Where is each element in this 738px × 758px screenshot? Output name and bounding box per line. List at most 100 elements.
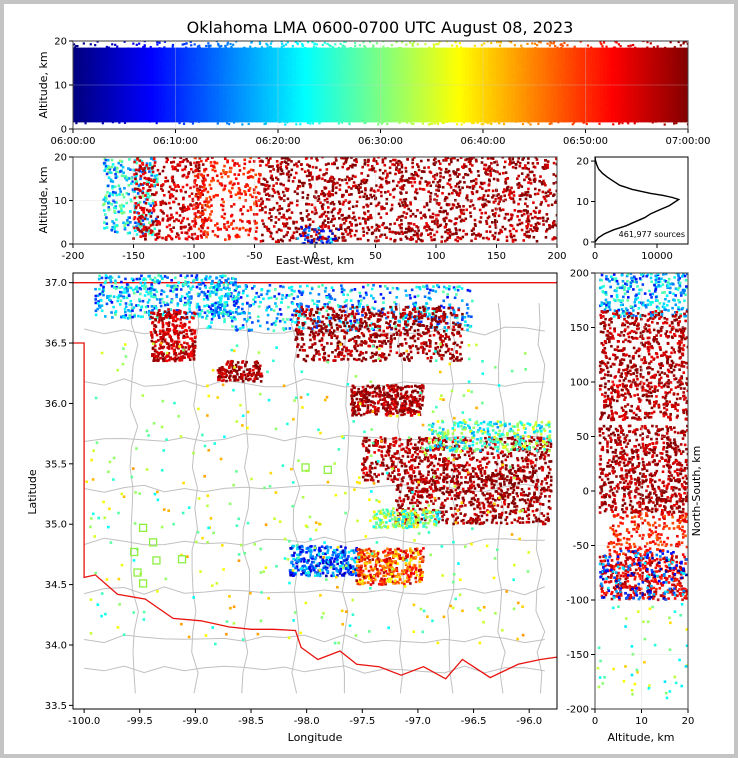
vhf-source-point [519,48,523,52]
vhf-source-point [239,48,242,52]
vhf-source-point [320,62,323,65]
vhf-source-point [177,105,180,108]
vhf-source-point [374,48,377,51]
vhf-source-point [663,62,666,65]
vhf-source-point [632,67,635,70]
vhf-source-point [627,55,630,58]
vhf-source-point [397,160,401,163]
vhf-source-point [506,212,510,216]
vhf-source-point [148,194,152,198]
vhf-source-point [619,118,622,121]
vhf-source-point [348,231,352,235]
vhf-source-point [108,194,111,198]
vhf-source-point [555,213,557,217]
vhf-source-point [426,71,430,74]
vhf-source-point [178,85,181,88]
vhf-source-point [541,118,544,121]
vhf-source-point [553,78,556,81]
vhf-source-point [104,199,107,203]
vhf-source-point [209,44,212,47]
vhf-source-point [430,79,434,82]
vhf-source-point [474,178,478,181]
vhf-source-point [282,44,285,47]
vhf-source-point [533,187,537,191]
vhf-source-point [633,69,636,73]
vhf-source-point [356,237,360,241]
vhf-source-point [232,219,235,223]
vhf-source-point [573,79,576,82]
vhf-source-point [263,117,266,121]
vhf-source-point [278,207,281,211]
vhf-source-point [486,107,489,111]
vhf-source-point [119,170,122,173]
vhf-source-point [242,166,246,170]
vhf-source-point [326,210,330,214]
vhf-source-point [113,200,117,204]
vhf-source-point [377,55,380,59]
vhf-source-point [181,185,185,189]
vhf-source-point [223,226,227,230]
vhf-source-point [265,180,269,184]
vhf-source-point [561,88,564,91]
vhf-source-point [508,157,511,161]
vhf-source-point [474,98,477,101]
vhf-source-point [501,93,504,96]
vhf-source-point [309,94,313,97]
vhf-source-point [361,81,364,84]
vhf-source-point [196,176,200,179]
vhf-source-point [323,210,327,214]
vhf-source-point [504,212,508,216]
vhf-source-point [363,44,366,48]
vhf-source-point [295,114,299,117]
vhf-source-point [531,77,535,80]
vhf-source-point [123,53,126,56]
vhf-source-point [361,65,364,68]
vhf-source-point [522,209,526,212]
vhf-source-point [595,78,598,81]
vhf-source-point [273,191,277,194]
vhf-source-point [495,194,499,197]
vhf-source-point [280,59,283,62]
vhf-source-point [311,116,314,119]
vhf-source-point [363,217,367,221]
vhf-source-point [599,41,602,44]
vhf-source-point [350,93,353,96]
vhf-source-point [290,236,293,240]
vhf-source-point [588,118,592,121]
vhf-source-point [198,65,201,68]
vhf-source-point [335,186,338,189]
vhf-source-point [331,183,335,187]
vhf-source-point [248,76,251,79]
vhf-source-point [269,170,272,173]
vhf-source-point [376,162,379,166]
vhf-source-point [477,106,480,109]
vhf-source-point [224,108,228,111]
vhf-source-point [222,169,225,172]
vhf-source-point [208,119,211,122]
vhf-source-point [457,73,460,76]
vhf-source-point [90,65,93,68]
vhf-source-point [471,52,474,56]
vhf-source-point [347,63,350,67]
vhf-source-point [482,194,486,197]
vhf-source-point [118,80,121,83]
vhf-source-point [485,82,488,85]
vhf-source-point [296,41,299,44]
vhf-source-point [123,121,127,124]
vhf-source-point [669,104,673,107]
vhf-source-point [235,41,238,43]
vhf-source-point [311,106,314,109]
vhf-source-point [611,102,615,105]
vhf-source-point [547,111,550,114]
vhf-source-point [231,227,235,230]
vhf-source-point [325,52,329,56]
vhf-source-point [488,230,492,234]
vhf-source-point [115,106,118,109]
vhf-source-point [435,91,438,94]
vhf-source-point [663,86,666,89]
vhf-source-point [212,178,215,182]
vhf-source-point [350,177,354,181]
vhf-source-point [208,77,211,80]
vhf-source-point [622,93,625,96]
vhf-source-point [522,94,526,97]
